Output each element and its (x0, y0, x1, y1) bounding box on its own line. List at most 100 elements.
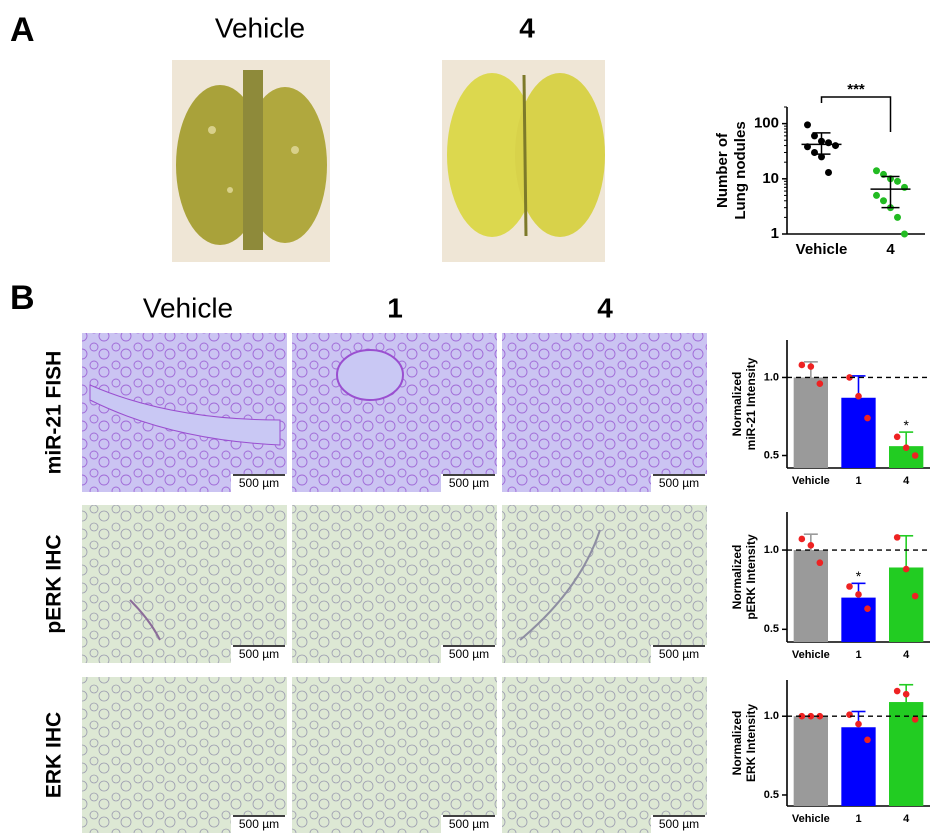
scale-bar-box (651, 645, 707, 663)
bar (793, 550, 828, 642)
column-header: 4 (519, 12, 535, 43)
y-axis-label: ERK Intensity (744, 704, 758, 782)
data-point (816, 712, 824, 720)
y-tick-label: 0.5 (764, 789, 779, 801)
data-point (855, 720, 862, 728)
y-tick-label: 0.5 (764, 623, 779, 635)
y-axis-label: miR-21 Intensity (744, 357, 758, 450)
x-tick-label: 1 (855, 813, 861, 825)
y-axis-label: Normalized (730, 372, 744, 437)
data-point (807, 541, 815, 549)
data-point (811, 132, 818, 140)
y-axis-label: Lung nodules (732, 121, 749, 219)
data-point (902, 444, 910, 452)
x-tick-label: Vehicle (796, 241, 848, 258)
data-point (902, 565, 910, 573)
data-point (804, 121, 811, 129)
data-point (880, 197, 887, 205)
data-point (873, 191, 880, 199)
bar (889, 567, 924, 642)
lung-photo (442, 60, 605, 262)
significance-label: *** (847, 81, 865, 98)
scale-bar-label: 500 µm (449, 647, 489, 661)
data-point (911, 592, 919, 600)
data-point (807, 363, 815, 370)
scale-bar-box (441, 815, 497, 833)
bar (889, 446, 924, 468)
scale-bar-label: 500 µm (659, 817, 699, 831)
significance-bracket (820, 96, 892, 132)
data-point (825, 169, 832, 177)
scale-bar-box (441, 645, 497, 663)
y-axis-label: Number of (714, 132, 731, 208)
scale-bar-label: 500 µm (449, 476, 489, 490)
x-tick-label: 1 (855, 475, 861, 487)
data-point (902, 690, 910, 698)
x-tick-label: 4 (903, 475, 910, 487)
data-point (807, 712, 815, 720)
data-point (855, 392, 862, 400)
x-tick-label: Vehicle (792, 813, 830, 825)
scale-bar-box (231, 474, 287, 492)
scale-bar-label: 500 µm (239, 647, 279, 661)
scale-bar-label: 500 µm (659, 476, 699, 490)
y-tick-label: 0.5 (764, 449, 779, 461)
row-label: ERK IHC (43, 712, 66, 798)
y-tick-label: 100 (754, 115, 779, 132)
data-point (832, 142, 839, 150)
data-point (894, 177, 901, 185)
data-point (893, 433, 901, 441)
x-tick-label: Vehicle (792, 649, 830, 661)
y-tick-label: 1 (771, 225, 779, 242)
data-point (893, 687, 901, 695)
data-point (798, 361, 806, 369)
scale-bar-box (231, 645, 287, 663)
x-tick-label: 4 (886, 241, 895, 258)
data-point (798, 712, 806, 720)
data-point (846, 711, 853, 718)
data-point (893, 534, 901, 541)
x-tick-label: 1 (855, 649, 861, 661)
y-tick-label: 1.0 (764, 371, 779, 383)
data-point (798, 535, 806, 543)
data-point (873, 167, 880, 175)
data-point (855, 591, 862, 598)
y-tick-label: 1.0 (764, 544, 779, 556)
scale-bar-box (651, 474, 707, 492)
significance-label: * (856, 568, 862, 584)
scale-bar-box (651, 815, 707, 833)
data-point (825, 139, 832, 147)
column-header: 4 (597, 292, 613, 323)
significance-label: * (903, 417, 909, 433)
row-label: miR-21 FISH (43, 351, 66, 475)
panel-label: B (10, 279, 35, 317)
y-tick-label: 10 (762, 170, 779, 187)
y-axis-label: pERK Intensity (744, 534, 758, 620)
scale-bar-box (441, 474, 497, 492)
scale-bar-label: 500 µm (449, 817, 489, 831)
scale-bar-label: 500 µm (239, 817, 279, 831)
bar (793, 377, 828, 468)
bar (841, 597, 876, 642)
bar (841, 397, 876, 468)
scale-bar-box (231, 815, 287, 833)
data-point (816, 559, 824, 567)
data-point (894, 213, 901, 221)
panel-label: A (10, 11, 35, 49)
data-point (864, 414, 871, 422)
scale-bar-label: 500 µm (239, 476, 279, 490)
scale-bar-label: 500 µm (659, 647, 699, 661)
bar (889, 702, 924, 806)
x-tick-label: 4 (903, 813, 910, 825)
data-point (816, 380, 824, 388)
y-axis-label: Normalized (730, 711, 744, 776)
column-header: 1 (387, 292, 403, 323)
x-tick-label: Vehicle (792, 475, 830, 487)
data-point (864, 736, 871, 744)
lung-photo (172, 60, 330, 262)
data-point (911, 452, 919, 459)
column-header: Vehicle (215, 12, 305, 43)
row-label: pERK IHC (43, 534, 66, 633)
data-point (901, 230, 908, 238)
